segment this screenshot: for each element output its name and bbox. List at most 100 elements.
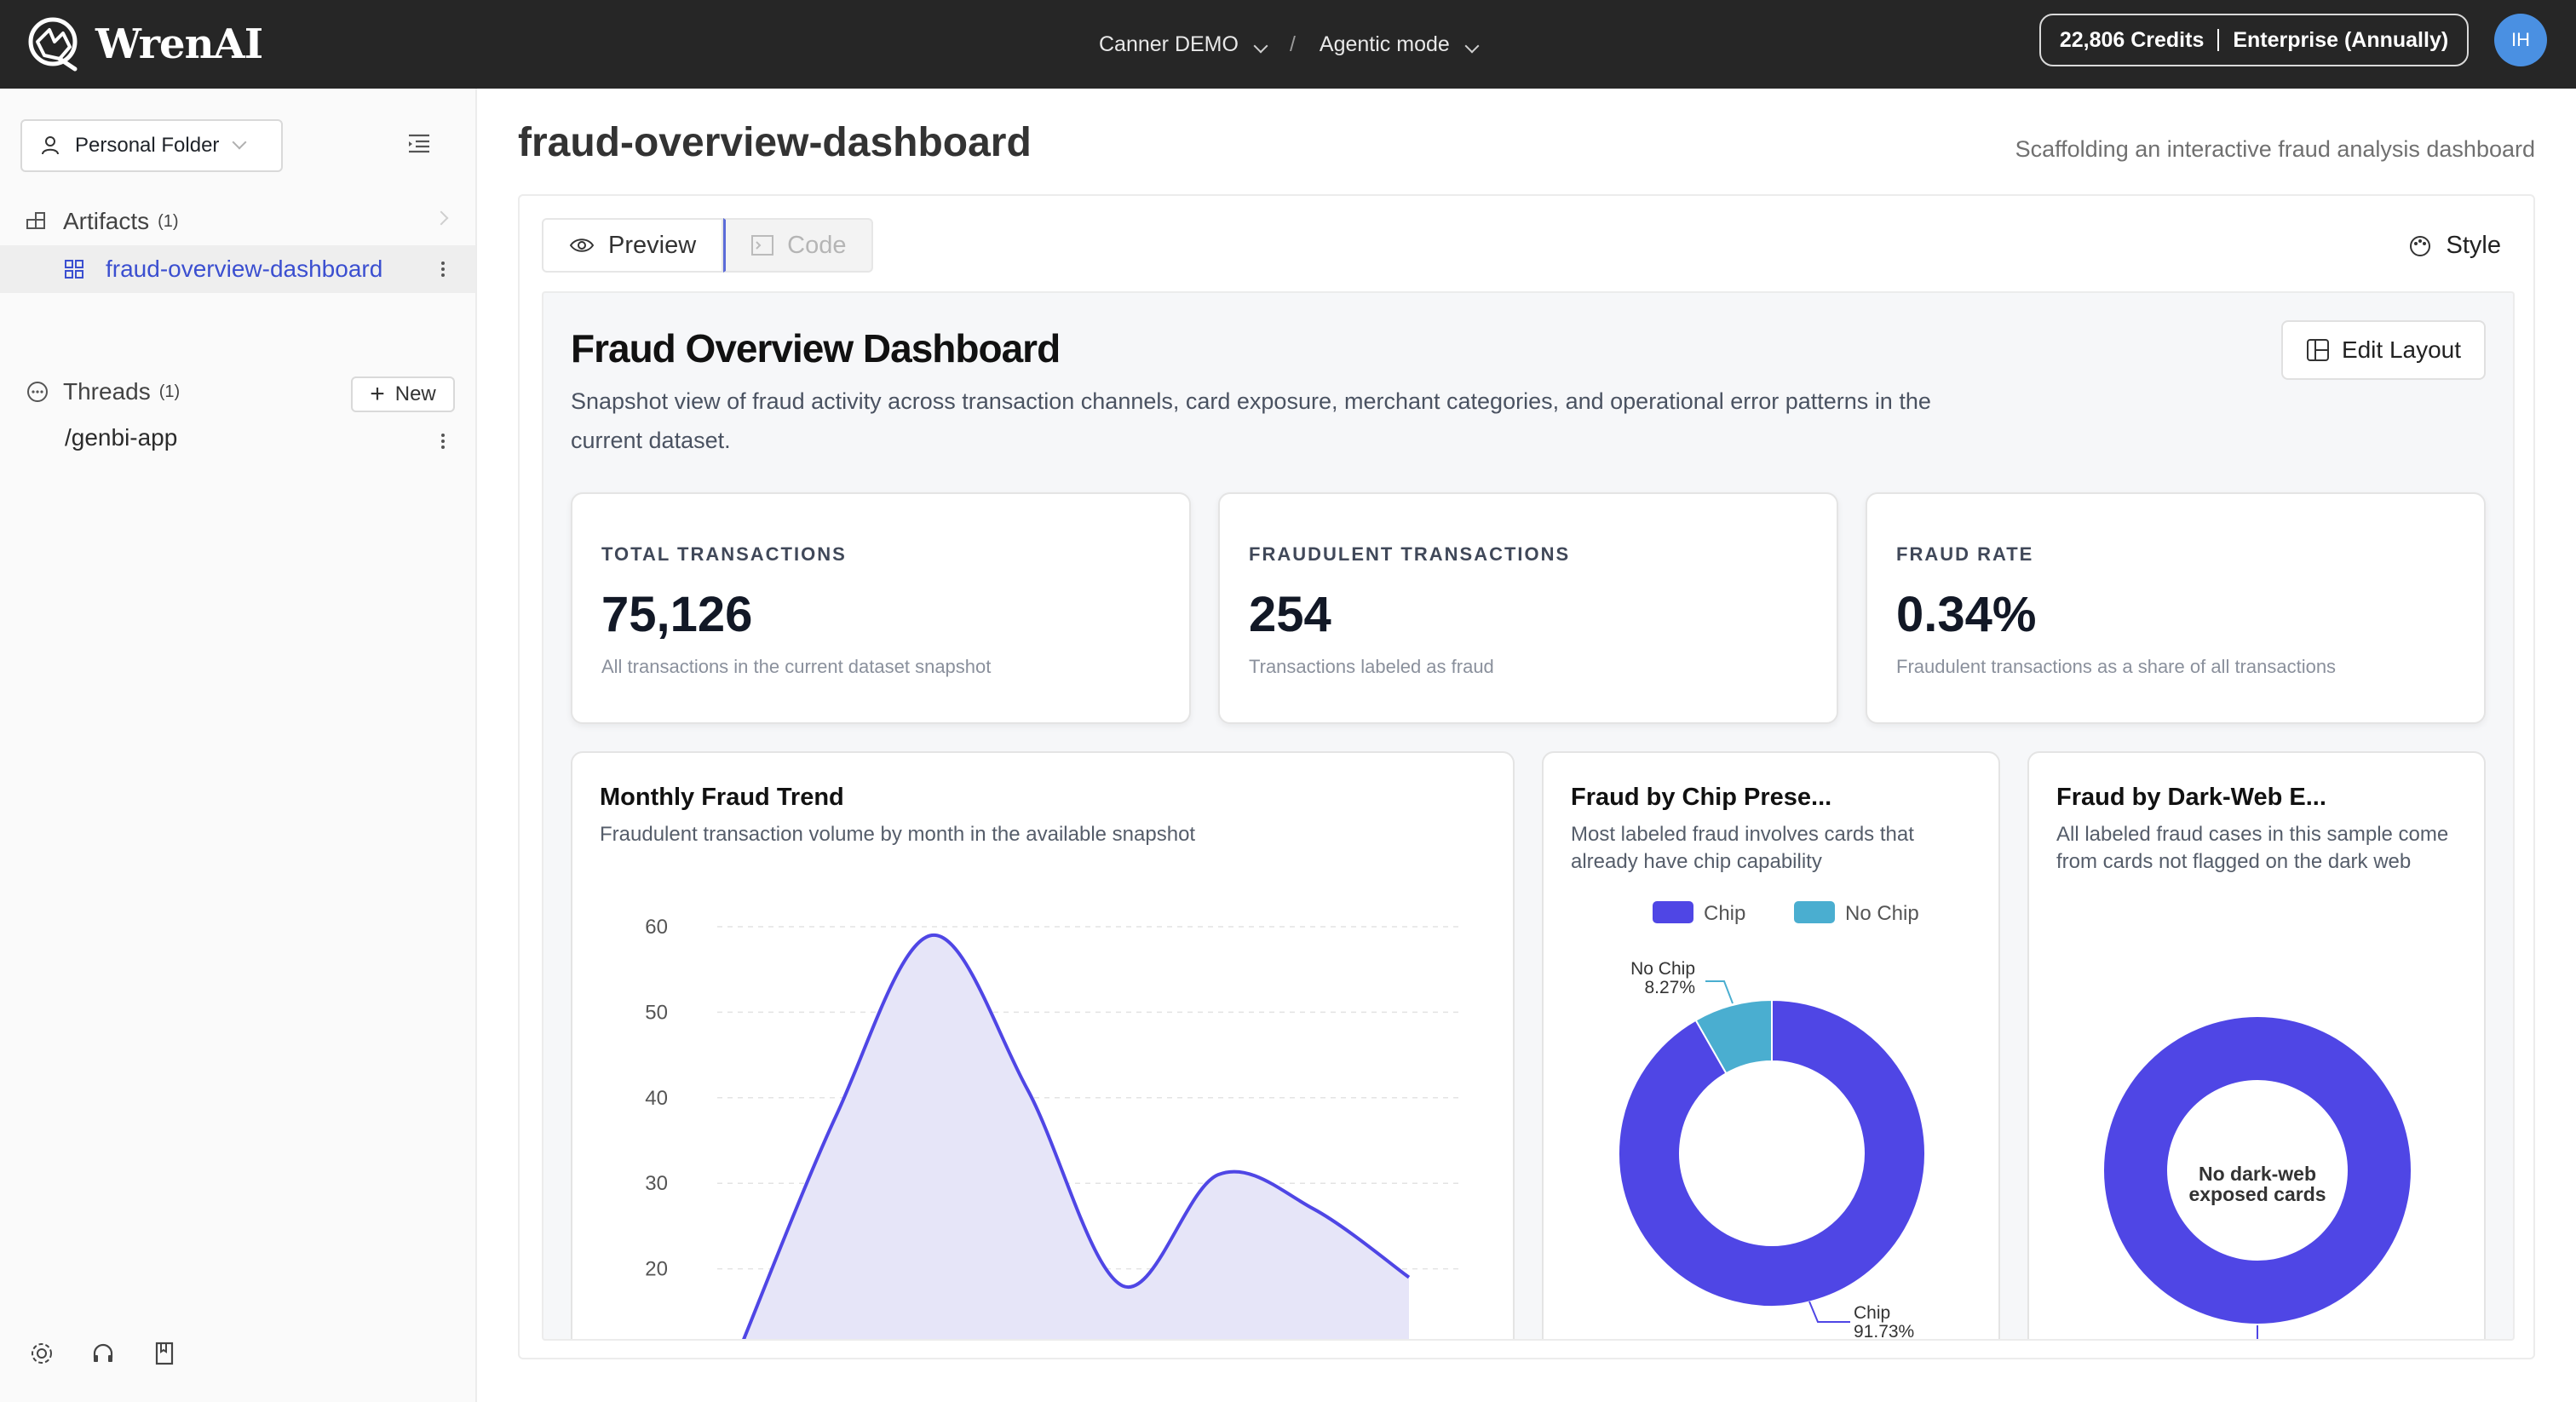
dark-web-card: Fraud by Dark-Web E... All labeled fraud… [2027,751,2486,1341]
project-dropdown[interactable]: Canner DEMO [1099,32,1268,57]
label-leader-line [1705,980,1734,1004]
donut-center-label: No dark-web [2199,1163,2316,1185]
tab-preview[interactable]: Preview [542,218,724,273]
label-leader-line [1808,1301,1850,1323]
y-tick-label: 50 [645,1001,668,1024]
page-title: fraud-overview-dashboard [518,120,1032,165]
thread-item[interactable]: /genbi-app [65,424,178,451]
user-avatar[interactable]: IH [2494,14,2547,66]
page-subtitle: Scaffolding an interactive fraud analysi… [2015,136,2535,162]
legend-label: No Chip [1845,902,1919,925]
kpi-value: 75,126 [601,587,753,642]
slice-label-pct: 91.73% [1854,1322,1914,1341]
divider [2217,29,2220,51]
project-switcher: Canner DEMO / Agentic mode [1099,26,1480,63]
kpi-value: 0.34% [1896,587,2037,642]
artifacts-icon [26,212,45,229]
trend-line [742,934,1411,1339]
artifact-panel: Preview Code Style Fraud Overview Dashbo… [518,194,2535,1359]
donut-slice-chip [1618,998,1926,1307]
edit-layout-label: Edit Layout [2341,336,2462,363]
chip-presence-card: Fraud by Chip Prese... Most labeled frau… [1542,751,2000,1341]
mode-name: Agentic mode [1319,32,1450,56]
terminal-icon [751,235,774,256]
plan-name: Enterprise (Annually) [2233,27,2449,52]
slice-label-name: Chip [1854,1303,1890,1323]
slice-label-name: Not on Dark W... [2290,1337,2421,1341]
kpi-label: FRAUDULENT TRANSACTIONS [1249,543,1571,565]
wrenai-logo[interactable]: WrenAI [26,14,263,75]
chevron-down-icon [232,135,247,150]
card-description: Most labeled fraud involves cards that a… [1571,823,1914,873]
kpi-note: Transactions labeled as fraud [1249,656,1494,677]
app-name: WrenAI [95,20,263,68]
style-label: Style [2446,232,2501,259]
layout-icon [2306,339,2329,361]
credits-badge[interactable]: 22,806 Credits Enterprise (Annually) [2039,14,2469,66]
artifact-item-label: fraud-overview-dashboard [106,256,383,282]
kpi-note: All transactions in the current dataset … [601,656,992,677]
view-tabs: Preview Code [542,218,874,273]
collapse-menu-icon[interactable] [407,131,431,155]
artifact-item[interactable]: fraud-overview-dashboard [0,245,475,293]
headset-icon[interactable] [90,1341,116,1366]
card-title: Monthly Fraud Trend [600,784,844,811]
style-button[interactable]: Style [2409,232,2501,260]
chevron-down-icon [1253,38,1268,53]
kpi-card-fraudulent: FRAUDULENT TRANSACTIONS 254 Transactions… [1218,492,1838,724]
chat-icon [27,382,48,402]
donut-slice-not-on-dark-web [2104,1017,2411,1324]
card-title: Fraud by Chip Prese... [1571,784,1832,811]
credits-count: 22,806 Credits [2059,27,2205,52]
tab-code[interactable]: Code [723,218,874,273]
kpi-label: TOTAL TRANSACTIONS [601,543,847,565]
y-tick-label: 60 [645,916,668,939]
artifacts-count: (1) [158,211,179,231]
more-icon[interactable] [441,259,446,279]
plus-icon: + [370,380,385,408]
threads-label: Threads [63,378,151,405]
slice-label-name: No Chip [1630,959,1695,979]
artifacts-section[interactable]: Artifacts (1) [26,208,179,235]
card-description: Fraudulent transaction volume by month i… [600,823,1196,846]
chevron-right-icon[interactable] [434,210,449,226]
y-tick-label: 30 [645,1172,668,1195]
threads-section[interactable]: Threads (1) [26,378,180,405]
dashboard-title: Fraud Overview Dashboard [571,326,1061,371]
kpi-note: Fraudulent transactions as a share of al… [1896,656,2337,677]
tab-code-label: Code [787,231,847,259]
y-tick-label: 40 [645,1087,668,1110]
top-bar: WrenAI Canner DEMO / Agentic mode 22,806… [0,0,2576,89]
folder-selector[interactable]: Personal Folder [20,119,283,172]
more-icon[interactable] [441,431,446,451]
dashboard-description: Snapshot view of fraud activity across t… [571,388,1931,453]
label-leader-line [2257,1325,2258,1339]
folder-name: Personal Folder [75,134,220,157]
new-thread-button[interactable]: + New [351,376,455,412]
mode-dropdown[interactable]: Agentic mode [1319,32,1480,57]
kpi-label: FRAUD RATE [1896,543,2034,565]
monthly-trend-card: Monthly Fraud Trend Fraudulent transacti… [571,751,1515,1339]
y-tick-label: 20 [645,1258,668,1281]
eye-icon [569,238,595,252]
kpi-card-rate: FRAUD RATE 0.34% Fraudulent transactions… [1866,492,2486,724]
dashboard-preview: Fraud Overview Dashboard Snapshot view o… [542,291,2515,1341]
kpi-value: 254 [1249,587,1331,642]
new-thread-label: New [394,382,436,405]
legend-label: Chip [1704,902,1745,925]
gear-icon[interactable] [29,1341,55,1366]
project-name: Canner DEMO [1099,32,1239,56]
main-area: fraud-overview-dashboard Scaffolding an … [477,89,2576,1402]
card-description: All labeled fraud cases in this sample c… [2056,823,2449,873]
user-icon [42,136,59,155]
book-icon[interactable] [152,1341,177,1366]
palette-icon [2409,235,2430,256]
donut-center-label: exposed cards [2188,1183,2326,1205]
artifacts-label: Artifacts [63,208,150,234]
chevron-down-icon [1464,38,1480,53]
edit-layout-button[interactable]: Edit Layout [2281,320,2486,380]
wren-bird-icon [28,17,78,72]
